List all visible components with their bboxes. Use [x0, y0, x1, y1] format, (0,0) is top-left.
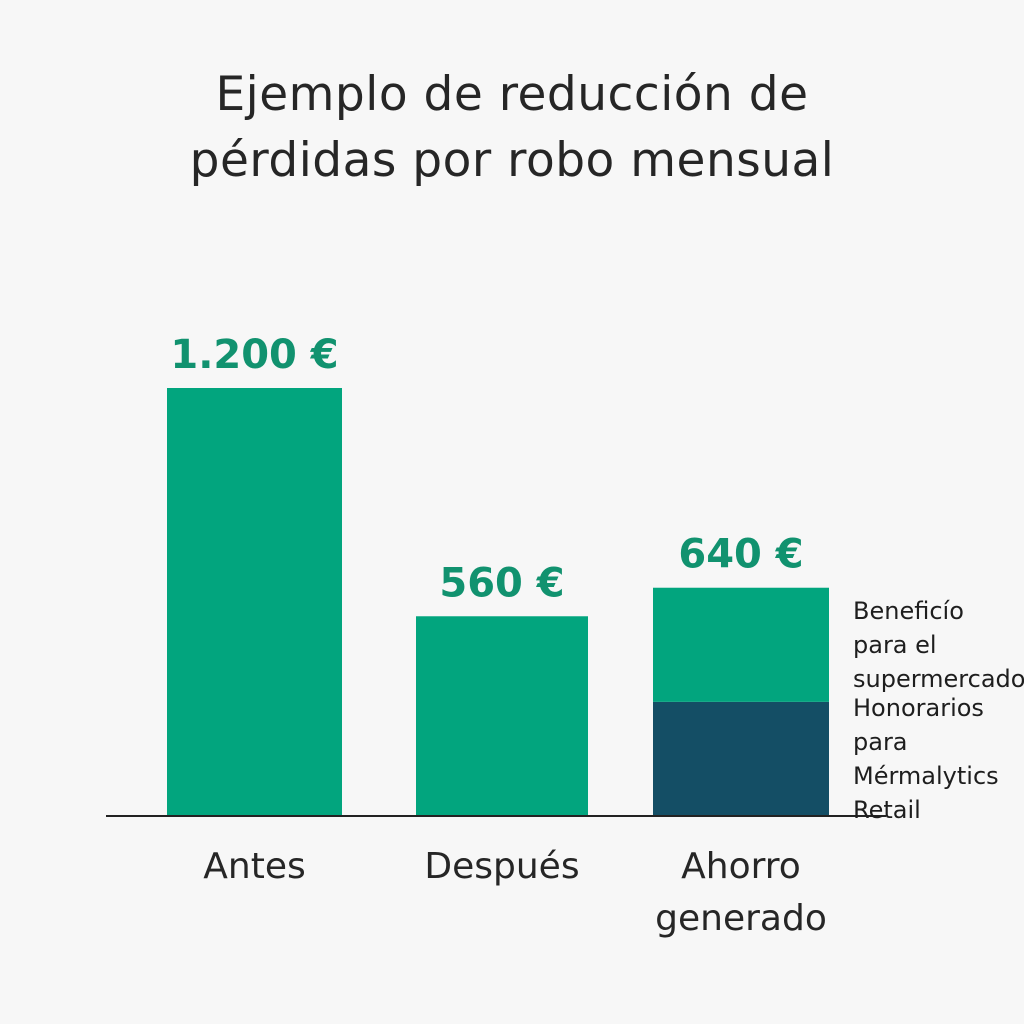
- bar-segment-2: [653, 587, 829, 702]
- category-label-2-line-1: Después: [424, 846, 579, 887]
- chart-title-line-1: Ejemplo de reducción de: [215, 67, 809, 122]
- bar-2: [416, 616, 588, 816]
- category-label-3-line-2: generado: [655, 898, 827, 939]
- category-label-1-line-1: Antes: [203, 846, 305, 887]
- segment-label-1-line-2: para: [853, 728, 908, 756]
- bar-1: [167, 388, 342, 816]
- value-label-1: 1.200 €: [170, 332, 338, 378]
- segment-label-1-line-4: Retail: [853, 796, 921, 824]
- segment-label-2-line-1: Beneficío: [853, 597, 964, 625]
- category-label-3-line-1: Ahorro: [681, 846, 801, 887]
- bar-segment-1: [653, 701, 829, 816]
- value-label-2: 560 €: [439, 560, 564, 606]
- chart-title: Ejemplo de reducción de pérdidas por rob…: [0, 62, 1024, 194]
- segment-label-2-line-2: para el: [853, 631, 937, 659]
- segment-label-1-line-3: Mérmalytics: [853, 762, 999, 790]
- chart-title-line-2: pérdidas por robo mensual: [189, 133, 835, 188]
- segment-label-1-line-1: Honorarios: [853, 694, 984, 722]
- segment-label-2-line-3: supermercado: [853, 665, 1024, 693]
- value-label-3: 640 €: [678, 532, 803, 578]
